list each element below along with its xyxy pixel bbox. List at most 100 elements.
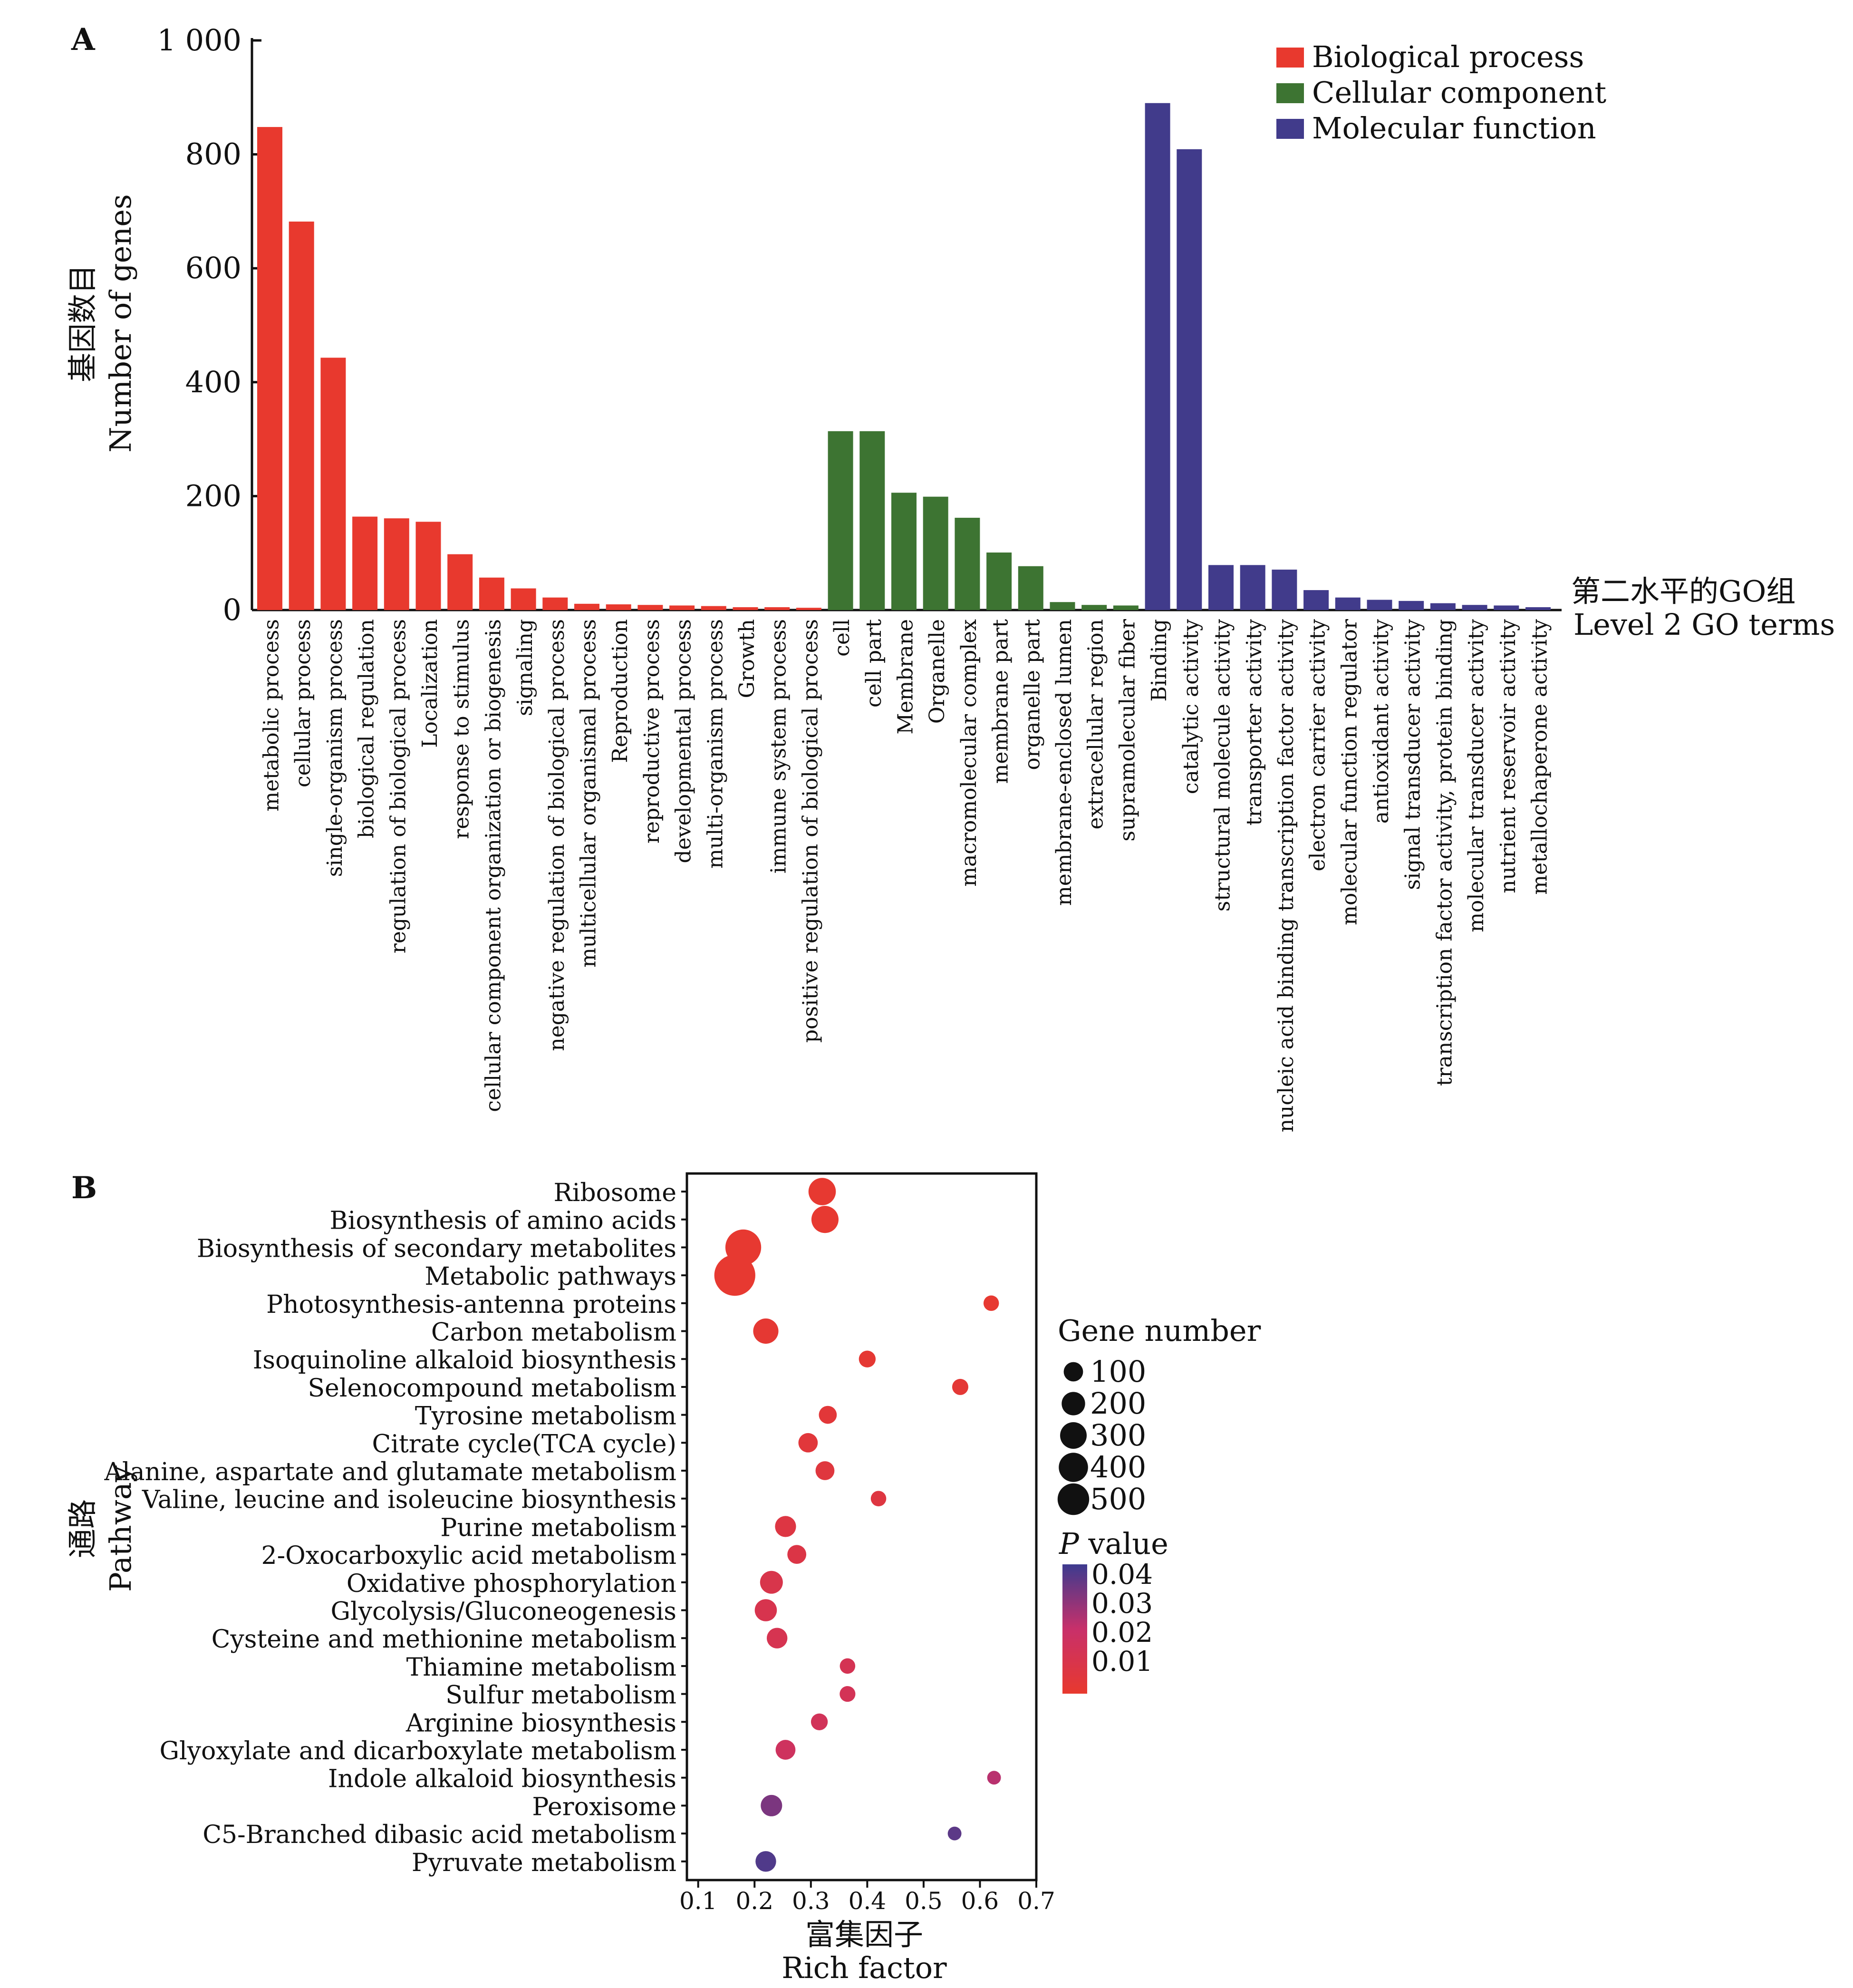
bar-biological-process	[352, 516, 378, 610]
pathway-point	[753, 1318, 779, 1344]
pathway-label: Alanine, aspartate and glutamate metabol…	[104, 1458, 676, 1486]
bar-category-label: membrane-enclosed lumen	[1052, 619, 1076, 906]
bar-category-label: metallochaperone activity	[1528, 619, 1552, 895]
bar-cellular-component	[891, 493, 917, 610]
pathway-point	[987, 1771, 1001, 1785]
pathway-point	[808, 1178, 836, 1205]
size-legend-label: 500	[1090, 1482, 1146, 1516]
bar-category-label: molecular function regulator	[1337, 619, 1361, 925]
bar-biological-process	[669, 605, 695, 610]
bar-biological-process	[320, 358, 346, 610]
pathway-label: Indole alkaloid biosynthesis	[328, 1765, 676, 1794]
pathway-point	[755, 1851, 776, 1872]
bar-category-label: regulation of biological process	[386, 619, 410, 953]
bar-cellular-component	[1050, 602, 1075, 610]
pathway-point	[947, 1826, 962, 1841]
bar-category-label: cellular process	[291, 619, 315, 787]
bar-category-label: Organelle	[925, 619, 949, 724]
bar-molecular-function	[1177, 149, 1202, 610]
bar-cellular-component	[955, 517, 980, 610]
bar-category-label: cellular component organization or bioge…	[481, 619, 505, 1112]
pathway-label: Valine, leucine and isoleucine biosynthe…	[142, 1486, 676, 1514]
pathway-label: Peroxisome	[532, 1793, 676, 1821]
bar-category-label: membrane part	[989, 619, 1013, 784]
pathway-label: Oxidative phosphorylation	[347, 1570, 676, 1598]
size-legend-dot	[1063, 1362, 1083, 1382]
bar-biological-process	[764, 607, 790, 610]
pathway-label: Metabolic pathways	[425, 1262, 676, 1291]
bar-category-label: biological regulation	[355, 619, 379, 838]
pathway-point	[775, 1516, 796, 1537]
color-legend-tick-label: 0.01	[1091, 1645, 1153, 1678]
pathway-point	[983, 1295, 999, 1311]
color-legend-title-rest: value	[1079, 1526, 1168, 1561]
color-legend-tick-label: 0.02	[1091, 1616, 1153, 1649]
bar-category-label: Localization	[418, 619, 442, 748]
size-legend-dot	[1062, 1392, 1085, 1416]
panel-a-y-tick-label: 200	[185, 478, 241, 513]
bar-molecular-function	[1462, 605, 1487, 610]
size-legend-dot	[1060, 1422, 1087, 1449]
panel-b-x-tick-label: 0.3	[792, 1887, 830, 1915]
size-legend-label: 300	[1090, 1418, 1146, 1453]
bar-biological-process	[447, 554, 473, 610]
bar-category-label: Binding	[1147, 619, 1171, 702]
panel-a-xlabel-en: Level 2 GO terms	[1573, 607, 1835, 642]
bar-category-label: signaling	[513, 619, 537, 716]
legend-label-cellular-component: Cellular component	[1312, 75, 1606, 110]
bar-biological-process	[796, 608, 821, 610]
pathway-label: Biosynthesis of secondary metabolites	[197, 1234, 676, 1263]
panel-a-y-tick-label: 0	[223, 592, 241, 627]
pathway-label: 2-Oxocarboxylic acid metabolism	[261, 1542, 676, 1570]
bar-category-label: negative regulation of biological proces…	[545, 619, 569, 1051]
pathway-label: Carbon metabolism	[431, 1319, 676, 1347]
size-legend-label: 400	[1090, 1450, 1146, 1484]
bar-cellular-component	[828, 431, 853, 610]
color-legend-title-p: P	[1059, 1526, 1080, 1561]
bar-molecular-function	[1525, 607, 1551, 610]
bar-molecular-function	[1399, 601, 1424, 610]
bar-cellular-component	[1018, 566, 1043, 610]
bar-category-label: cell	[830, 619, 854, 657]
size-legend-dot	[1057, 1483, 1090, 1515]
bar-category-label: extracellular region	[1084, 619, 1108, 829]
size-legend-title: Gene number	[1058, 1313, 1261, 1348]
pathway-label: Cysteine and methionine metabolism	[212, 1625, 676, 1654]
bar-biological-process	[542, 597, 568, 610]
bar-cellular-component	[1113, 605, 1139, 610]
pathway-label: Thiamine metabolism	[406, 1653, 676, 1682]
pathway-label: Selenocompound metabolism	[308, 1374, 676, 1403]
pathway-point	[761, 1794, 782, 1816]
bar-molecular-function	[1494, 605, 1519, 610]
bar-category-label: reproductive process	[640, 619, 664, 844]
pathway-point	[714, 1254, 755, 1296]
pathway-label: Sulfur metabolism	[445, 1681, 676, 1710]
pathway-point	[775, 1740, 796, 1760]
legend-label-molecular-function: Molecular function	[1312, 111, 1596, 145]
bar-biological-process	[637, 605, 663, 610]
pathway-point	[840, 1658, 856, 1674]
pathway-label: C5-Branched dibasic acid metabolism	[203, 1821, 676, 1849]
bar-biological-process	[733, 607, 758, 610]
panel-a-y-tick-label: 1 000	[157, 23, 242, 58]
pathway-point	[766, 1628, 788, 1649]
bar-molecular-function	[1367, 600, 1392, 610]
pathway-point	[815, 1461, 835, 1480]
bar-category-label: structural molecule activity	[1211, 619, 1235, 912]
panel-b-x-tick-label: 0.1	[679, 1887, 717, 1915]
panel-b-label: B	[71, 1170, 97, 1206]
bar-category-label: positive regulation of biological proces…	[798, 619, 822, 1043]
bar-biological-process	[257, 127, 282, 610]
bar-cellular-component	[859, 431, 885, 610]
bar-category-label: Growth	[735, 619, 759, 698]
bar-category-label: nutrient reservoir activity	[1496, 619, 1520, 893]
bar-category-label: signal transducer activity	[1401, 619, 1425, 890]
bar-category-label: Membrane	[894, 619, 918, 735]
bar-category-label: multi-organism process	[703, 619, 727, 869]
bar-category-label: nucleic acid binding transcription facto…	[1274, 619, 1298, 1132]
bar-cellular-component	[986, 553, 1012, 610]
pathway-point	[787, 1545, 807, 1564]
